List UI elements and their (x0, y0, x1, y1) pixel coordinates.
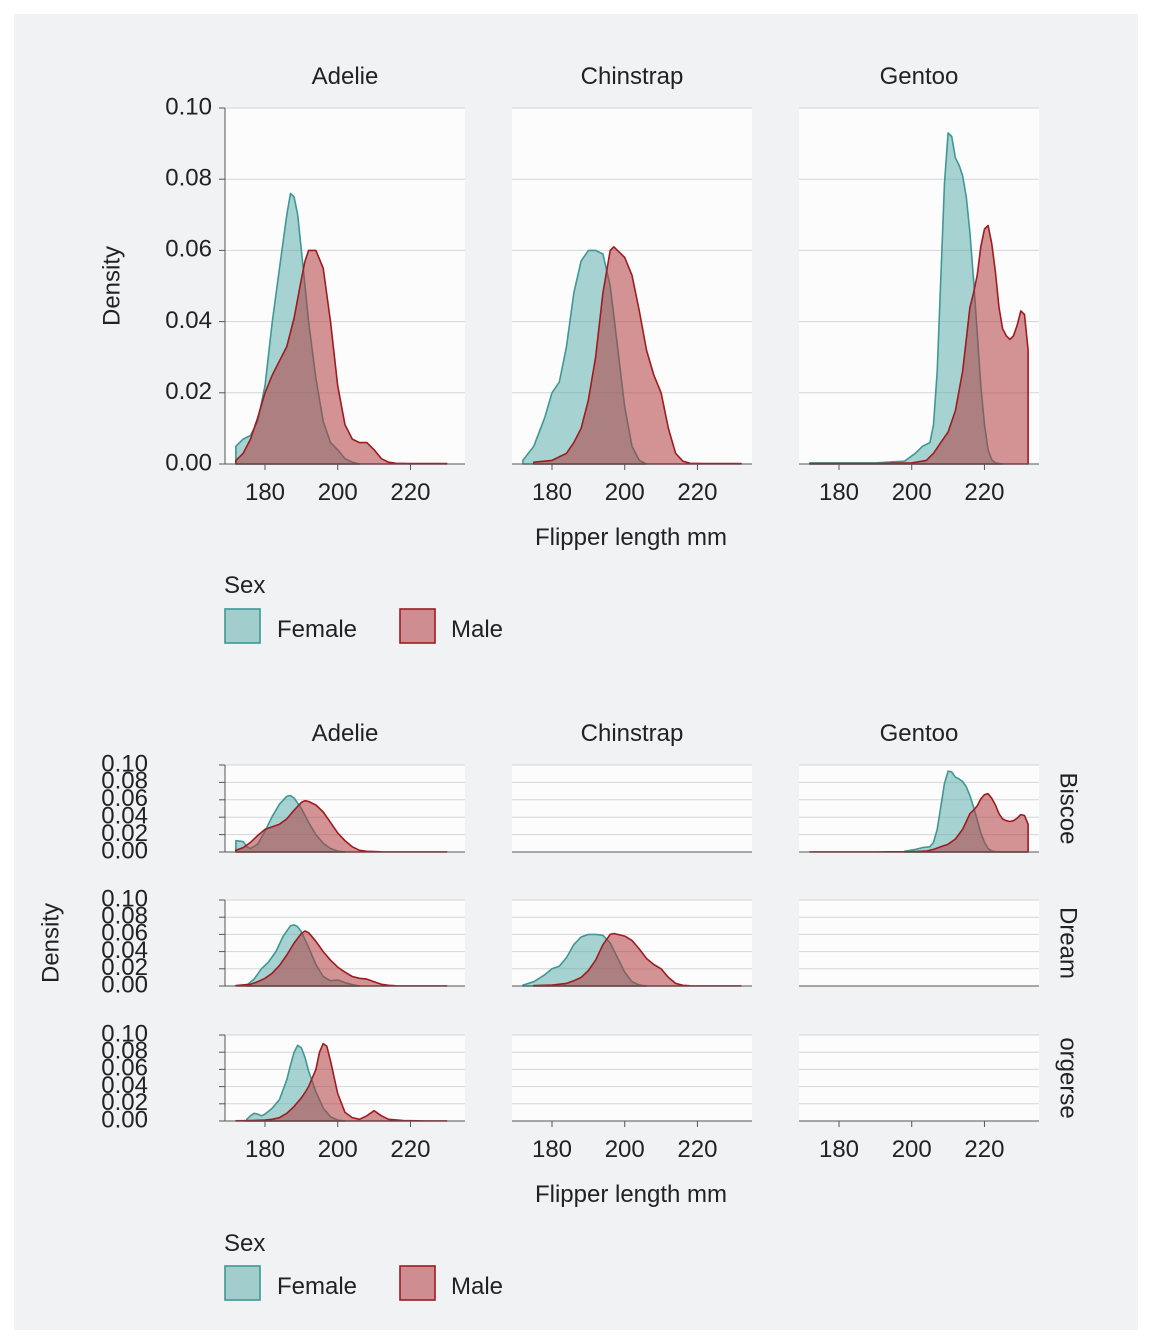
x-axis-label: Flipper length mm (535, 1181, 727, 1208)
density-area-male (235, 1042, 448, 1122)
x-tick-label: 180 (532, 479, 572, 506)
legend-label-male: Male (451, 1273, 503, 1300)
y-axis-label: Density (37, 903, 64, 983)
y-tick-label: 0.02 (101, 954, 148, 981)
legend-swatch-female (224, 1265, 261, 1301)
x-tick-label: 200 (605, 1136, 645, 1163)
x-tick-label: 220 (964, 479, 1004, 506)
y-tick-label: 0.04 (101, 803, 148, 830)
facet-panel: 180 200 220 (512, 107, 752, 506)
y-tick-label: 0.08 (101, 903, 148, 930)
facet-panel: 180 200 220 (512, 1034, 752, 1163)
facet-title-adelie: Adelie (312, 63, 379, 90)
legend-swatch-female (224, 608, 261, 644)
facet-panel (512, 899, 752, 987)
x-tick-label: 220 (964, 1136, 1004, 1163)
facet-strip-dream: Dream (1055, 907, 1082, 979)
y-tick-label: 0.04 (165, 307, 212, 334)
facet-panel (799, 899, 1039, 987)
legend-label-female: Female (277, 1273, 357, 1300)
facet-title-gentoo: Gentoo (880, 63, 959, 90)
facet-title-chinstrap: Chinstrap (581, 720, 684, 747)
y-tick-label: 0.10 (165, 93, 212, 120)
panel-background (225, 1035, 465, 1121)
y-tick-label: 0.10 (101, 750, 148, 777)
legend-title: Sex (224, 572, 265, 599)
y-tick-label: 0.10 (101, 885, 148, 912)
legend-swatch-male (399, 608, 436, 644)
panel-background (512, 765, 752, 852)
y-tick-label: 0.06 (101, 785, 148, 812)
y-tick-label: 0.00 (101, 837, 148, 864)
facet-panel: 0.000.020.040.060.080.10 (101, 750, 465, 864)
x-tick-label: 220 (390, 479, 430, 506)
y-tick-label: 0.10 (101, 1020, 148, 1047)
facet-strip-orgerse: orgerse (1055, 1037, 1082, 1118)
y-tick-label: 0.00 (101, 1106, 148, 1133)
x-tick-label: 180 (245, 479, 285, 506)
facet-title-gentoo: Gentoo (880, 720, 959, 747)
y-axis-label: Density (98, 246, 125, 326)
legend-title: Sex (224, 1230, 265, 1257)
x-tick-label: 220 (677, 1136, 717, 1163)
legend: Sex Female Male (224, 1230, 503, 1301)
chart-1: Adelie Chinstrap Gentoo0.000.020.040.060.0… (98, 63, 1039, 644)
x-tick-label: 200 (318, 1136, 358, 1163)
facet-panel (512, 764, 752, 853)
x-tick-label: 180 (819, 479, 859, 506)
x-tick-label: 200 (318, 479, 358, 506)
y-tick-label: 0.00 (101, 971, 148, 998)
density-area-male (809, 792, 1029, 853)
y-tick-label: 0.08 (101, 768, 148, 795)
y-tick-label: 0.04 (101, 937, 148, 964)
y-tick-label: 0.04 (101, 1072, 148, 1099)
facet-panel: 0.000.020.040.060.080.10 180 200 220 (101, 1020, 465, 1163)
facet-panel: 180 200 220 (799, 1034, 1039, 1163)
y-tick-label: 0.08 (101, 1038, 148, 1065)
y-tick-label: 0.06 (101, 1055, 148, 1082)
panel-background (799, 900, 1039, 986)
x-tick-label: 180 (819, 1136, 859, 1163)
legend: Sex Female Male (224, 572, 503, 644)
y-tick-label: 0.02 (101, 820, 148, 847)
panel-background (799, 1035, 1039, 1121)
y-tick-label: 0.02 (101, 1089, 148, 1116)
facet-panel: 0.00 0.02 0.04 0.06 0.08 0.10 180 200 220 (165, 93, 465, 506)
facet-panel (799, 764, 1039, 853)
facet-strip-biscoe: Biscoe (1055, 772, 1082, 844)
y-tick-label: 0.06 (101, 920, 148, 947)
facet-title-chinstrap: Chinstrap (581, 63, 684, 90)
density-area-male (235, 249, 448, 465)
x-tick-label: 180 (532, 1136, 572, 1163)
x-tick-label: 200 (892, 1136, 932, 1163)
density-area-male (809, 224, 1029, 465)
panel-background (512, 1035, 752, 1121)
legend-label-male: Male (451, 616, 503, 643)
y-tick-label: 0.06 (165, 236, 212, 263)
legend-label-female: Female (277, 616, 357, 643)
x-tick-label: 200 (605, 479, 645, 506)
facet-panel: 180 200 220 (799, 107, 1039, 506)
x-tick-label: 220 (390, 1136, 430, 1163)
x-tick-label: 180 (245, 1136, 285, 1163)
x-tick-label: 200 (892, 479, 932, 506)
legend-swatch-male (399, 1265, 436, 1301)
facet-panel: 0.000.020.040.060.080.10 (101, 885, 465, 998)
y-tick-label: 0.00 (165, 449, 212, 476)
y-tick-label: 0.02 (165, 378, 212, 405)
x-axis-label: Flipper length mm (535, 524, 727, 551)
x-tick-label: 220 (677, 479, 717, 506)
y-tick-label: 0.08 (165, 165, 212, 192)
chart-2: Adelie Chinstrap Gentoo0.000.020.040.060.0… (37, 720, 1082, 1301)
facet-title-adelie: Adelie (312, 720, 379, 747)
